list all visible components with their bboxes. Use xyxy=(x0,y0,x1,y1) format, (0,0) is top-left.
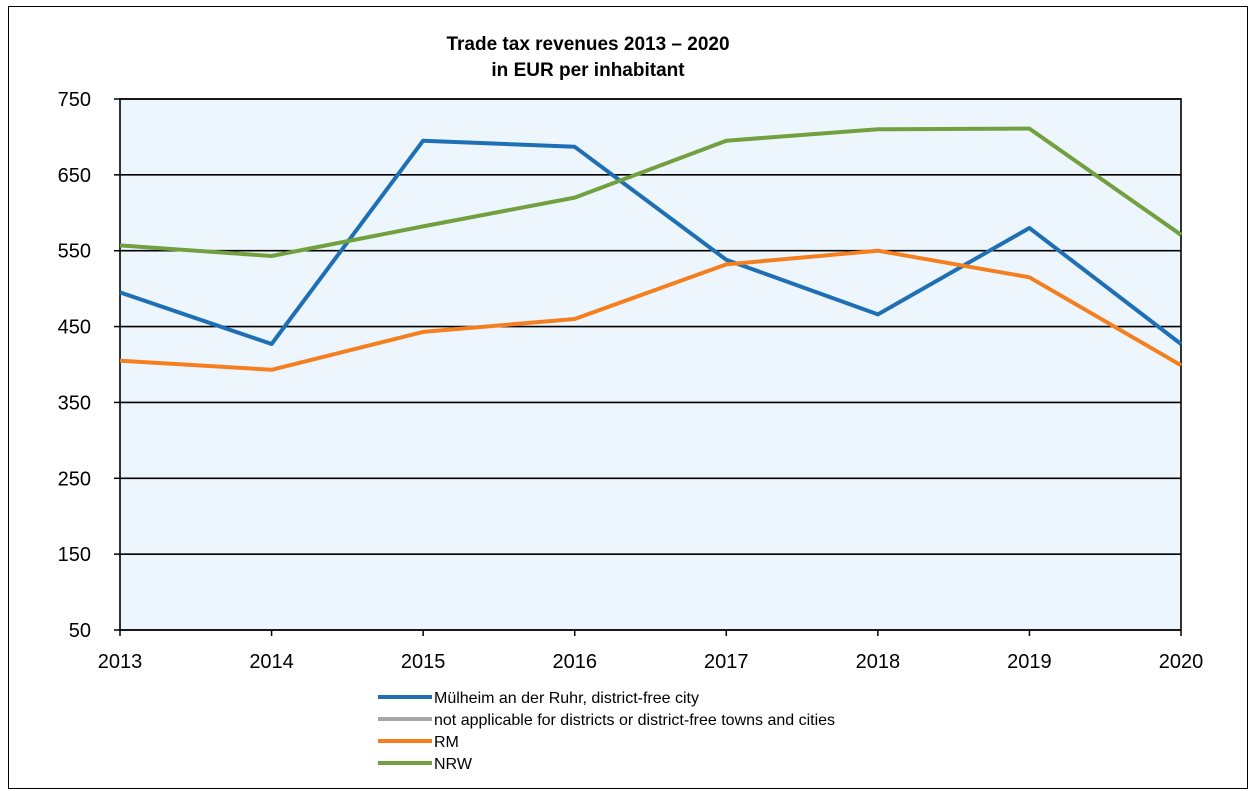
legend-item: NRW xyxy=(378,756,473,773)
legend-item: Mülheim an der Ruhr, district-free city xyxy=(378,690,699,707)
x-tick-label: 2013 xyxy=(98,651,143,673)
x-tick-label: 2019 xyxy=(1007,651,1052,673)
series-line xyxy=(119,248,1183,372)
x-tick-label: 2020 xyxy=(1159,651,1204,673)
series-lines xyxy=(119,126,1183,372)
x-tick-label: 2016 xyxy=(552,651,597,673)
x-axis-tick-labels: 2013 2014 2015 2016 2017 2018 2019 2020 xyxy=(98,630,1204,673)
y-tick-label: 650 xyxy=(58,165,91,187)
y-tick-label: 250 xyxy=(58,468,91,490)
y-tick-label: 150 xyxy=(58,544,91,566)
legend: Mülheim an der Ruhr, district-free city n… xyxy=(378,690,835,773)
x-tick-label: 2015 xyxy=(401,651,446,673)
x-tick-label: 2017 xyxy=(704,651,749,673)
y-axis-tick-labels: 50 150 250 350 450 550 650 750 xyxy=(58,89,91,642)
y-tick-label: 550 xyxy=(58,241,91,263)
legend-item: RM xyxy=(378,734,459,751)
x-tick-label: 2018 xyxy=(856,651,901,673)
y-tick-label: 450 xyxy=(58,317,91,339)
y-tick-label: 750 xyxy=(58,89,91,111)
legend-item: not applicable for districts or district… xyxy=(378,712,835,729)
plot-area xyxy=(120,99,1181,630)
series-line xyxy=(119,126,1183,258)
x-tick-label: 2014 xyxy=(249,651,294,673)
chart-subtitle: in EUR per inhabitant xyxy=(491,60,685,81)
legend-label: NRW xyxy=(434,756,473,773)
legend-label: Mülheim an der Ruhr, district-free city xyxy=(434,690,699,707)
legend-label: not applicable for districts or district… xyxy=(434,712,835,729)
chart-title: Trade tax revenues 2013 – 2020 xyxy=(446,34,729,55)
series-line xyxy=(119,138,1183,346)
y-tick-label: 50 xyxy=(69,620,91,642)
chart-titles: Trade tax revenues 2013 – 2020 in EUR pe… xyxy=(446,34,729,81)
legend-label: RM xyxy=(434,734,459,751)
y-tick-label: 350 xyxy=(58,392,91,414)
